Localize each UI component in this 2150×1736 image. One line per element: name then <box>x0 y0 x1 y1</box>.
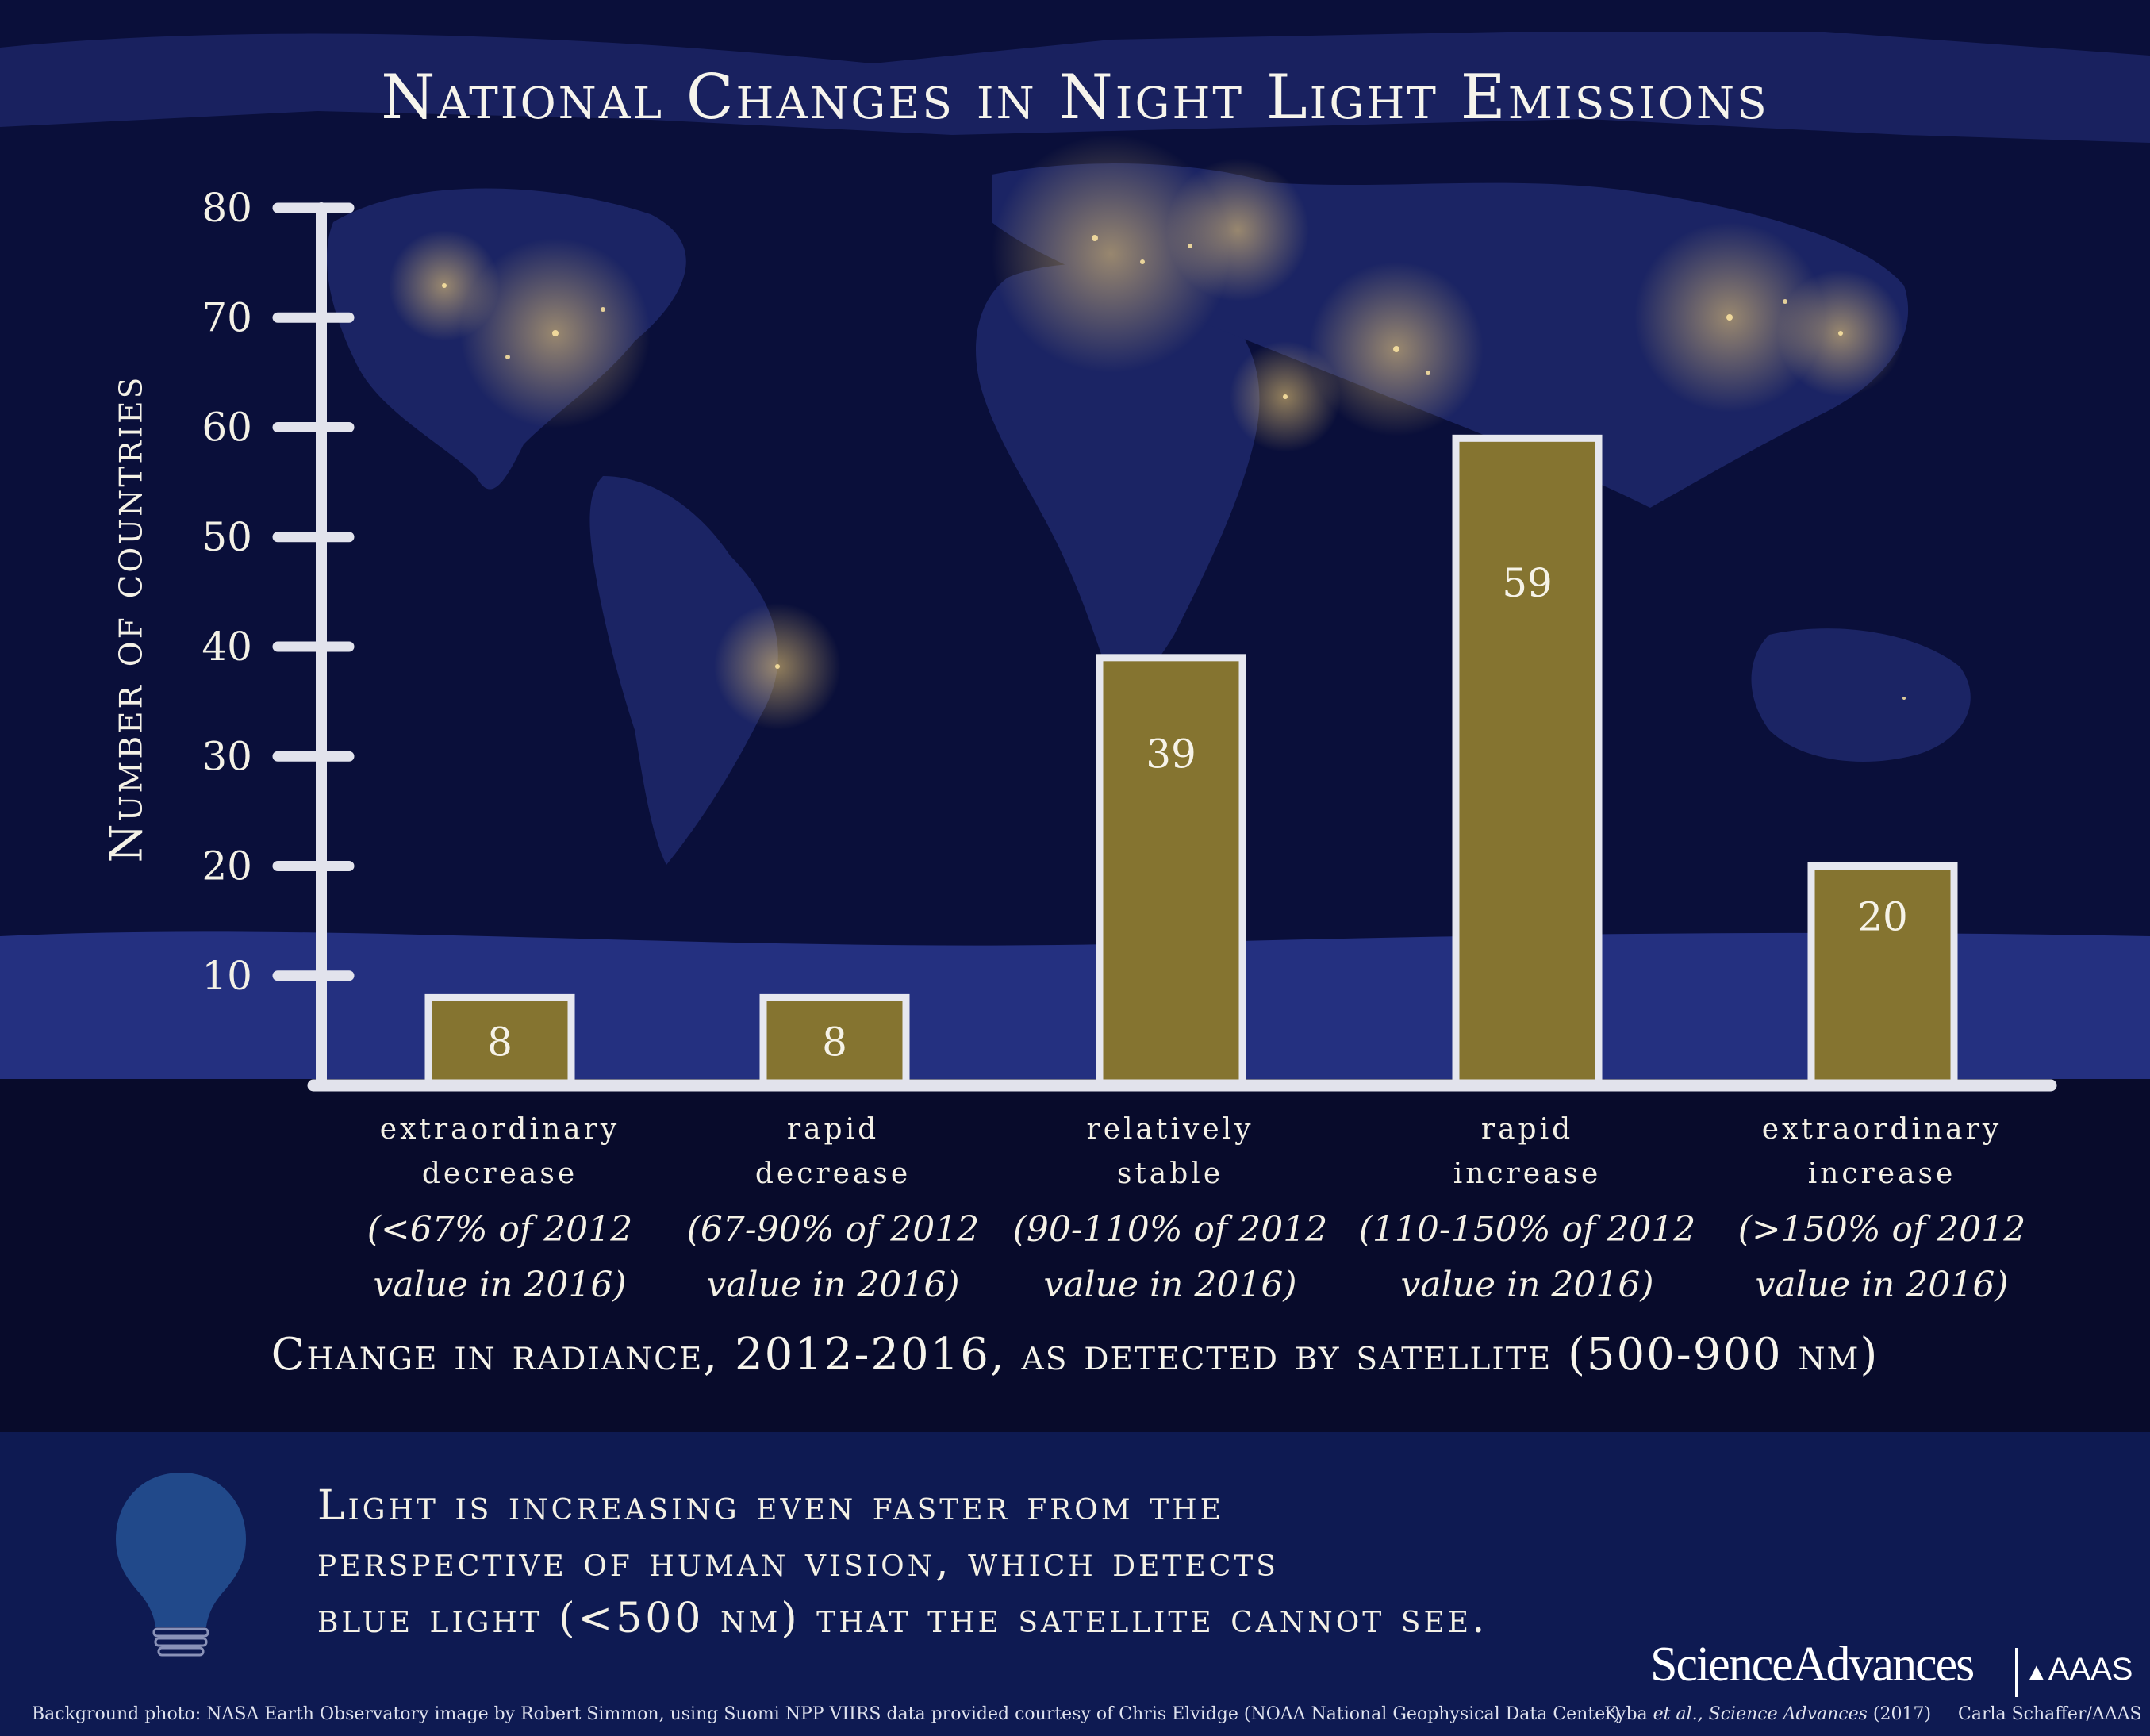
human-vision-note: Light is increasing even faster from the… <box>317 1478 1666 1647</box>
citation: Kyba et al., Science Advances (2017) <box>1604 1704 1931 1724</box>
category-note1: (90-110% of 2012 <box>1012 1209 1328 1250</box>
category-note2: value in 2016) <box>706 1265 960 1305</box>
category-note1: (67-90% of 2012 <box>686 1209 980 1250</box>
bar-chart: 10 20 30 40 50 60 70 80 8 8 39 59 20 <box>202 185 2057 1092</box>
note-line: Light is increasing even faster from the <box>317 1482 1224 1530</box>
y-axis-label-text: Number of countries <box>101 374 153 863</box>
y-tick-label: 50 <box>202 514 252 560</box>
category-note1: (110-150% of 2012 <box>1358 1209 1696 1250</box>
citation-prefix: Kyba <box>1604 1704 1653 1724</box>
science-advances-logo: ScienceAdvances <box>1650 1638 1975 1692</box>
x-axis-label: Change in radiance, 2012-2016, as detect… <box>271 1329 1879 1381</box>
y-tick-label: 60 <box>202 405 252 451</box>
bar <box>1452 434 1603 1089</box>
bar-value-label: 8 <box>822 1020 847 1066</box>
category-line1: rapid <box>786 1113 880 1146</box>
category-note1: (>150% of 2012 <box>1737 1209 2026 1250</box>
category-label-extraordinary-increase: extraordinary increase (>150% of 2012 va… <box>1707 1108 2056 1308</box>
logo-divider <box>2015 1648 2018 1697</box>
category-line1: relatively <box>1086 1113 1254 1146</box>
bar <box>759 993 910 1089</box>
y-tick-label: 80 <box>202 185 252 231</box>
citation-year: (2017) <box>1867 1704 1932 1724</box>
bar-value-label: 59 <box>1502 560 1553 606</box>
category-note2: value in 2016) <box>1400 1265 1654 1305</box>
y-tick-label: 20 <box>202 843 252 889</box>
category-line2: increase <box>1807 1158 1956 1190</box>
aaas-logo-text: AAAS <box>2048 1652 2133 1687</box>
category-label-rapid-increase: rapid increase (110-150% of 2012 value i… <box>1353 1108 1702 1308</box>
category-label-extraordinary-decrease: extraordinary decrease (<67% of 2012 val… <box>325 1108 674 1308</box>
bar-value-label: 39 <box>1146 731 1196 777</box>
footer-band <box>0 1432 2150 1736</box>
category-line1: extraordinary <box>1761 1113 2002 1146</box>
category-line2: decrease <box>754 1158 912 1190</box>
citation-journal: , Science Advances <box>1697 1704 1868 1724</box>
category-label-relatively-stable: relatively stable (90-110% of 2012 value… <box>996 1108 1345 1308</box>
y-tick-label: 40 <box>202 624 252 670</box>
y-tick-label: 70 <box>202 294 252 340</box>
bar-value-label: 8 <box>487 1020 513 1066</box>
y-tick-label: 30 <box>202 733 252 779</box>
note-line: blue light (<500 nm) that the satellite … <box>317 1595 1488 1642</box>
bar <box>1807 862 1958 1089</box>
category-line2: stable <box>1116 1158 1224 1190</box>
category-line2: decrease <box>421 1158 578 1190</box>
lightbulb-icon <box>116 1473 246 1657</box>
chart-title: National Changes in Night Light Emission… <box>381 62 1769 133</box>
aaas-mark-icon: ▲ <box>2025 1659 2048 1685</box>
citation-et-al: et al. <box>1653 1704 1698 1724</box>
bar <box>1096 654 1246 1089</box>
category-note2: value in 2016) <box>1755 1265 2009 1305</box>
category-line2: increase <box>1453 1158 1602 1190</box>
category-line1: extraordinary <box>379 1113 620 1146</box>
category-note2: value in 2016) <box>373 1265 627 1305</box>
note-line: perspective of human vision, which detec… <box>317 1538 1279 1586</box>
category-note2: value in 2016) <box>1043 1265 1297 1305</box>
photo-credit: Background photo: NASA Earth Observatory… <box>32 1704 1621 1724</box>
y-tick-label: 10 <box>202 953 252 999</box>
category-note1: (<67% of 2012 <box>367 1209 633 1250</box>
bar-value-label: 20 <box>1857 893 1908 939</box>
aaas-logo: ▲AAAS <box>2025 1652 2133 1688</box>
author-credit: Carla Schaffer/AAAS <box>1958 1704 2142 1724</box>
category-label-rapid-decrease: rapid decrease (67-90% of 2012 value in … <box>658 1108 1008 1308</box>
world-night-map-background <box>0 0 2150 1079</box>
category-line1: rapid <box>1480 1113 1574 1146</box>
